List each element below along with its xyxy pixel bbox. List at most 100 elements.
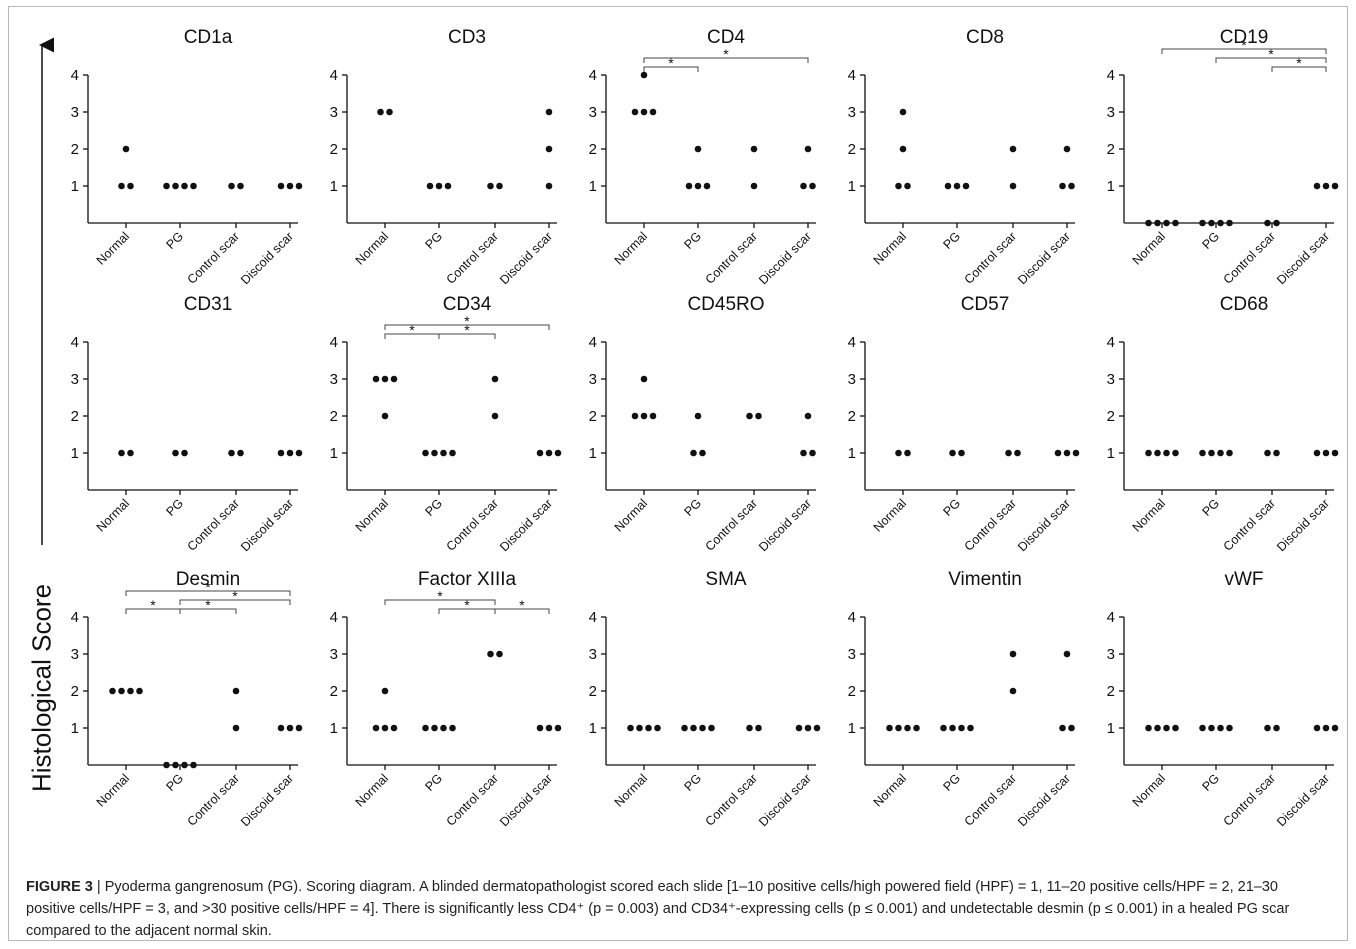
- data-point: [958, 724, 965, 732]
- y-tick-label: 1: [71, 178, 79, 195]
- y-tick-label: 3: [71, 104, 79, 121]
- data-point: [1063, 145, 1071, 153]
- data-point: [1273, 219, 1280, 227]
- data-point: [118, 687, 125, 695]
- panel-title: Vimentin: [948, 569, 1022, 590]
- data-point: [232, 724, 240, 732]
- y-tick-label: 3: [589, 104, 597, 121]
- data-point: [640, 412, 648, 420]
- x-tick-label: Discoid scar: [497, 771, 555, 829]
- data-point: [1154, 449, 1161, 457]
- x-tick-label: Normal: [353, 771, 391, 809]
- data-point: [118, 449, 125, 457]
- x-tick-label: Normal: [353, 496, 391, 534]
- x-tick-label: Discoid scar: [756, 771, 814, 829]
- data-point: [1264, 724, 1271, 732]
- significance-bracket: [1215, 57, 1327, 63]
- data-point: [699, 724, 706, 732]
- y-tick-label: 3: [848, 646, 856, 663]
- data-point: [1331, 182, 1339, 190]
- data-point: [631, 412, 639, 420]
- data-point: [237, 449, 244, 457]
- data-point: [127, 687, 134, 695]
- y-tick-label: 4: [71, 609, 79, 626]
- data-point: [377, 108, 384, 116]
- panel-title: SMA: [705, 569, 747, 590]
- y-tick-label: 2: [848, 408, 856, 425]
- significance-label: *: [205, 597, 211, 613]
- y-tick-label: 4: [330, 609, 338, 626]
- significance-bracket: [1161, 48, 1327, 54]
- y-tick-label: 3: [71, 371, 79, 388]
- data-point: [440, 449, 447, 457]
- data-point: [681, 724, 688, 732]
- x-tick-label: Discoid scar: [1274, 229, 1332, 287]
- x-tick-label: Discoid scar: [1274, 771, 1332, 829]
- data-point: [1059, 182, 1066, 190]
- y-tick-label: 4: [589, 609, 597, 626]
- data-point: [1163, 449, 1170, 457]
- y-tick-label: 4: [1107, 67, 1115, 84]
- data-point: [545, 182, 553, 190]
- y-tick-label: 2: [589, 683, 597, 700]
- y-tick-label: 2: [1107, 141, 1115, 158]
- x-tick-label: Control scar: [185, 496, 243, 554]
- y-tick-label: 4: [589, 334, 597, 351]
- y-tick-label: 3: [589, 371, 597, 388]
- data-point: [895, 449, 902, 457]
- data-point: [277, 182, 285, 190]
- panel-title: Desmin: [176, 569, 240, 590]
- data-point: [181, 182, 188, 190]
- data-point: [1063, 650, 1071, 658]
- x-tick-label: PG: [1199, 229, 1222, 252]
- data-point: [381, 687, 389, 695]
- data-point: [949, 449, 956, 457]
- y-tick-label: 2: [589, 408, 597, 425]
- y-tick-label: 2: [1107, 683, 1115, 700]
- data-point: [899, 145, 907, 153]
- x-tick-label: Control scar: [703, 496, 761, 554]
- data-point: [1322, 182, 1330, 190]
- x-tick-label: Discoid scar: [1015, 771, 1073, 829]
- data-point: [127, 449, 134, 457]
- y-tick-label: 2: [71, 408, 79, 425]
- data-point: [895, 724, 902, 732]
- x-tick-label: PG: [422, 229, 445, 252]
- x-tick-label: Control scar: [962, 496, 1020, 554]
- data-point: [1322, 724, 1330, 732]
- data-point: [654, 724, 661, 732]
- y-tick-label: 1: [1107, 445, 1115, 462]
- significance-label: *: [205, 579, 211, 595]
- y-tick-label: 3: [1107, 104, 1115, 121]
- data-point: [163, 182, 170, 190]
- x-tick-label: PG: [422, 496, 445, 519]
- data-point: [536, 724, 544, 732]
- data-point: [913, 724, 920, 732]
- data-point: [1009, 182, 1017, 190]
- significance-label: *: [723, 46, 729, 62]
- y-tick-label: 2: [1107, 408, 1115, 425]
- data-point: [1068, 182, 1075, 190]
- data-point: [286, 724, 294, 732]
- data-point: [545, 449, 553, 457]
- data-point: [1313, 724, 1321, 732]
- data-point: [554, 449, 562, 457]
- y-tick-label: 1: [589, 720, 597, 737]
- data-point: [1199, 724, 1206, 732]
- x-tick-label: Normal: [94, 496, 132, 534]
- data-point: [163, 761, 170, 769]
- x-tick-label: Control scar: [1221, 229, 1279, 287]
- data-point: [800, 449, 807, 457]
- data-point: [1172, 449, 1179, 457]
- data-point: [904, 449, 911, 457]
- y-tick-label: 1: [848, 445, 856, 462]
- data-point: [554, 724, 562, 732]
- data-point: [694, 412, 702, 420]
- data-point: [545, 145, 553, 153]
- data-point: [381, 724, 389, 732]
- y-tick-label: 3: [589, 646, 597, 663]
